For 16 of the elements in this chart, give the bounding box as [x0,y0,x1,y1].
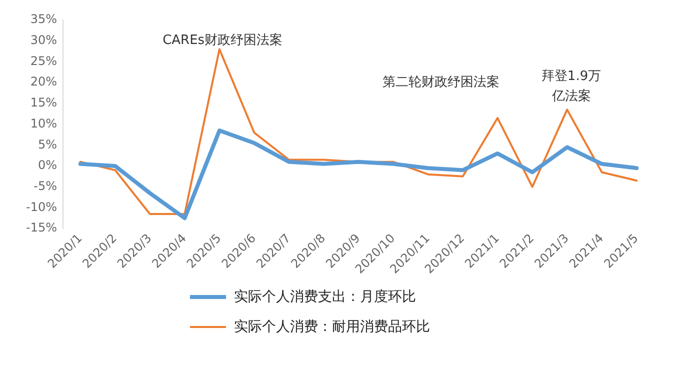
y-tick-label: 5% [38,137,57,152]
y-tick-label: 15% [30,96,57,110]
y-tick-label: -5% [34,178,57,193]
y-tick-label: 0% [38,158,57,172]
annotation: 拜登1.9万亿法案 [541,69,602,104]
y-tick-label: -15% [26,220,57,235]
y-tick-label: 20% [30,74,57,89]
annotation: 第二轮财政纾困法案 [382,74,500,90]
y-tick-label: -10% [26,200,57,214]
legend-label: 实际个人消费：耐用消费品环比 [234,318,430,336]
y-tick-label: 30% [30,32,57,47]
y-tick-label: 25% [30,54,57,68]
legend-label: 实际个人消费支出：月度环比 [234,288,416,306]
y-tick-label: 10% [30,116,57,130]
annotation: CAREs财政纾困法案 [162,32,283,48]
y-tick-label: 35% [30,12,57,26]
